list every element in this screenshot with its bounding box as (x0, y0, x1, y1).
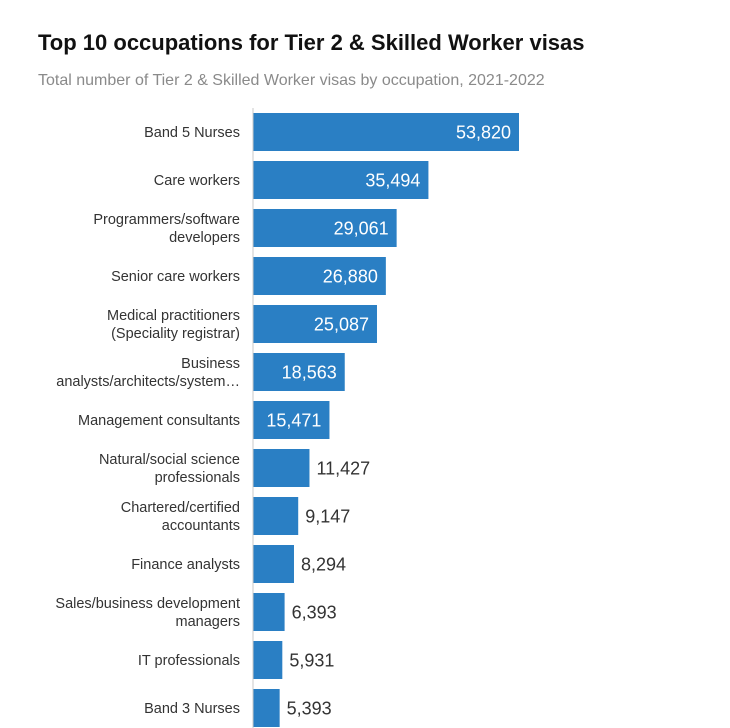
bar (253, 113, 519, 151)
bars-group: 53,820 Band 5 Nurses 35,494 Care workers 29,… (55, 113, 519, 727)
category-label: developers (169, 230, 240, 246)
bar-value-label: 26,880 (323, 267, 378, 287)
category-label: professionals (155, 470, 240, 486)
category-label: Band 3 Nurses (144, 701, 240, 717)
bar (253, 401, 330, 439)
chart-subtitle: Total number of Tier 2 & Skilled Worker … (38, 72, 545, 89)
category-label: Business (181, 356, 240, 372)
category-label: IT professionals (138, 653, 240, 669)
bar (253, 209, 397, 247)
category-label: Natural/social science (99, 452, 240, 468)
category-label: Management consultants (78, 413, 240, 429)
bar-value-label: 5,393 (287, 699, 332, 719)
category-label: (Speciality registrar) (111, 326, 240, 342)
bar (253, 353, 345, 391)
bar (253, 305, 377, 343)
bar (253, 497, 299, 535)
category-label: Chartered/certified (121, 500, 240, 516)
category-label: Care workers (154, 173, 240, 189)
bar-value-label: 11,427 (316, 459, 370, 479)
category-label: Senior care workers (111, 269, 240, 285)
category-label: managers (176, 614, 240, 630)
bar-value-label: 29,061 (334, 219, 389, 239)
category-label: Finance analysts (131, 557, 240, 573)
bar-value-label: 15,471 (266, 411, 321, 431)
category-label: Band 5 Nurses (144, 125, 240, 141)
category-label: analysts/architects/system… (56, 374, 240, 390)
bar-value-label: 18,563 (282, 363, 337, 383)
bar-value-label: 25,087 (314, 315, 369, 335)
bar (253, 257, 386, 295)
category-label: accountants (162, 518, 240, 534)
bar (253, 641, 283, 679)
chart-title: Top 10 occupations for Tier 2 & Skilled … (38, 30, 585, 55)
bar (253, 161, 429, 199)
category-label: Medical practitioners (107, 308, 240, 324)
bar-value-label: 9,147 (305, 507, 350, 527)
bar-value-label: 5,931 (289, 651, 334, 671)
bar-value-label: 35,494 (365, 171, 420, 191)
category-label: Programmers/software (93, 212, 240, 228)
category-label: Sales/business development (55, 596, 240, 612)
bar (253, 449, 310, 487)
bar (253, 689, 280, 727)
bar (253, 593, 285, 631)
bar (253, 545, 294, 583)
bar-value-label: 6,393 (292, 603, 337, 623)
bar-value-label: 8,294 (301, 555, 346, 575)
bar-value-label: 53,820 (456, 123, 511, 143)
